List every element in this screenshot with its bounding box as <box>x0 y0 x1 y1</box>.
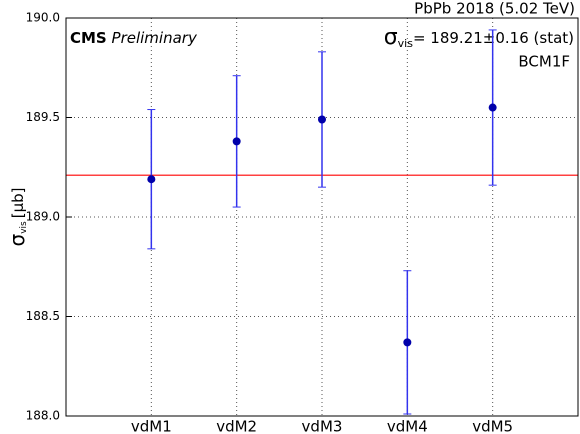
data-point <box>403 338 412 347</box>
x-tick-label: vdM1 <box>131 418 172 434</box>
annotation-text: = 189.21±0.16 (stat) <box>413 29 574 47</box>
annotation: σvis= 189.21±0.16 (stat) <box>384 25 574 50</box>
y-tick-label: 188.0 <box>26 409 60 423</box>
y-label-symbol: σ <box>5 233 29 246</box>
y-tick-label: 190.0 <box>26 11 60 25</box>
annotation-subscript: vis <box>398 37 414 50</box>
y-tick-label: 189.5 <box>26 110 60 124</box>
x-tick-label: vdM3 <box>302 418 343 434</box>
x-tick-label: vdM4 <box>387 418 428 434</box>
y-axis-label: σvis [μb] <box>5 188 29 247</box>
data-point <box>318 115 326 124</box>
experiment: CMS <box>70 29 107 47</box>
x-tick-label: vdM5 <box>472 418 513 434</box>
y-tick-label: 189.0 <box>26 210 60 224</box>
data-point <box>232 137 241 146</box>
status: Preliminary <box>112 29 198 47</box>
annotation-symbol: σ <box>384 25 398 50</box>
y-label-unit: [μb] <box>9 188 27 219</box>
detector-label: BCM1F <box>518 53 570 71</box>
data-point <box>488 103 497 112</box>
y-tick-label: 188.5 <box>26 309 60 323</box>
x-tick-label: vdM2 <box>216 418 257 434</box>
y-label-subscript: vis <box>19 221 29 234</box>
experiment-label: CMS Preliminary <box>70 29 198 47</box>
plot-frame <box>65 17 579 417</box>
data-point <box>147 175 156 184</box>
chart-title: PbPb 2018 (5.02 TeV) <box>414 0 575 18</box>
